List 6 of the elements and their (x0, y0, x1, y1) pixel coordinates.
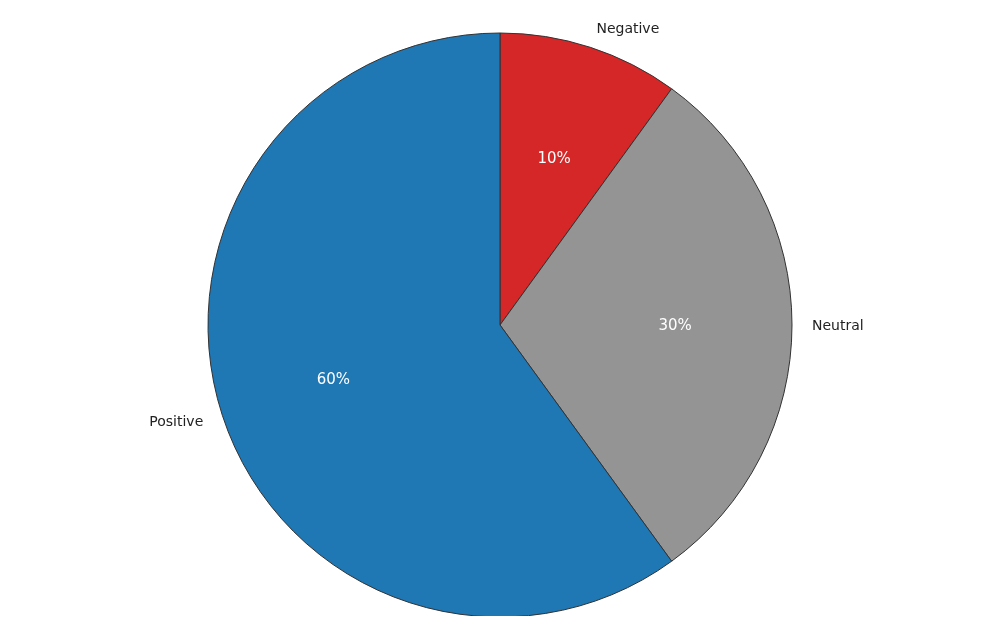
data-label: 10% (537, 149, 571, 168)
slice-label: Neutral (812, 317, 864, 333)
slice-label: Negative (596, 20, 660, 37)
slice-label: Positive (149, 413, 204, 430)
data-label: 30% (658, 316, 692, 334)
data-label: 60% (316, 370, 351, 389)
